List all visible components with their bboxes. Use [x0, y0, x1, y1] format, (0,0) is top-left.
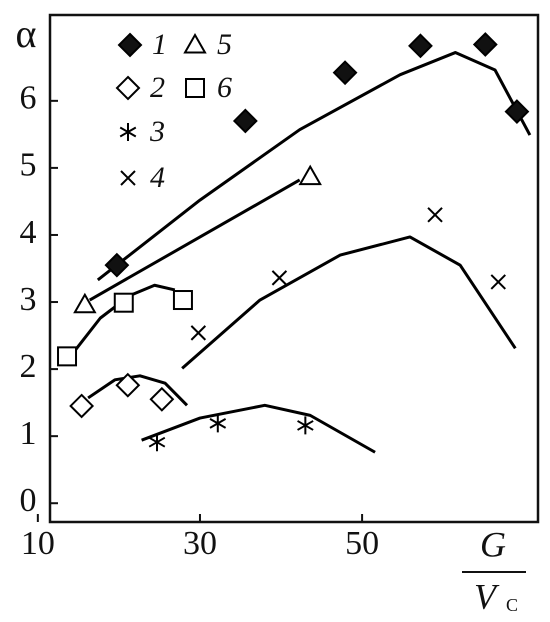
y-tick-label: 3: [20, 281, 37, 318]
data-point: [490, 274, 506, 290]
data-point: [504, 99, 530, 124]
data-point: [472, 32, 498, 57]
data-point: [113, 292, 134, 313]
data-point: [427, 207, 443, 223]
x-tick-label: 50: [345, 525, 379, 562]
fit-curve: [87, 374, 189, 407]
legend-label: 3: [149, 115, 165, 148]
data-point: [271, 270, 288, 286]
x-axis-label-subscript: C: [506, 595, 518, 615]
legend-label: 5: [217, 28, 232, 61]
legend-marker: [120, 170, 136, 186]
data-point: [149, 386, 175, 412]
x-tick-label: 30: [183, 525, 217, 562]
data-point: [69, 393, 95, 419]
data-point: [115, 372, 141, 398]
x-axis-label-denominator: V: [474, 576, 500, 616]
legend-marker: [119, 123, 137, 141]
data-point: [408, 33, 433, 59]
data-point: [332, 60, 358, 86]
data-point: [57, 346, 78, 367]
y-axis-label: α: [16, 11, 37, 56]
x-tick-label: 10: [21, 525, 55, 562]
legend-label: 1: [152, 28, 167, 61]
legend-label: 4: [150, 161, 165, 194]
fit-curve: [96, 51, 532, 282]
legend-marker: [185, 78, 205, 98]
legend-label: 2: [150, 71, 165, 104]
y-tick-label: 2: [20, 348, 37, 385]
data-point: [209, 414, 227, 433]
x-axis-label-numerator: G: [480, 524, 506, 564]
legend-marker: [115, 75, 141, 101]
data-point: [190, 325, 207, 341]
legend-marker: [117, 32, 143, 58]
data-point: [172, 290, 193, 311]
data-point: [148, 433, 166, 452]
data-point: [297, 416, 314, 435]
y-tick-label: 0: [20, 482, 37, 519]
data-point: [298, 164, 322, 186]
fit-curve: [88, 178, 301, 302]
data-point: [104, 252, 130, 278]
y-tick-label: 4: [20, 214, 37, 251]
legend-marker: [183, 32, 207, 54]
data-point: [73, 292, 97, 314]
legend-label: 6: [217, 71, 232, 104]
y-tick-label: 1: [20, 415, 37, 452]
fit-curve: [181, 235, 517, 370]
data-point: [232, 108, 258, 134]
plot-frame: [48, 13, 540, 524]
y-tick-label: 5: [20, 147, 37, 184]
fit-curve: [141, 403, 376, 454]
y-tick-label: 6: [20, 80, 37, 117]
